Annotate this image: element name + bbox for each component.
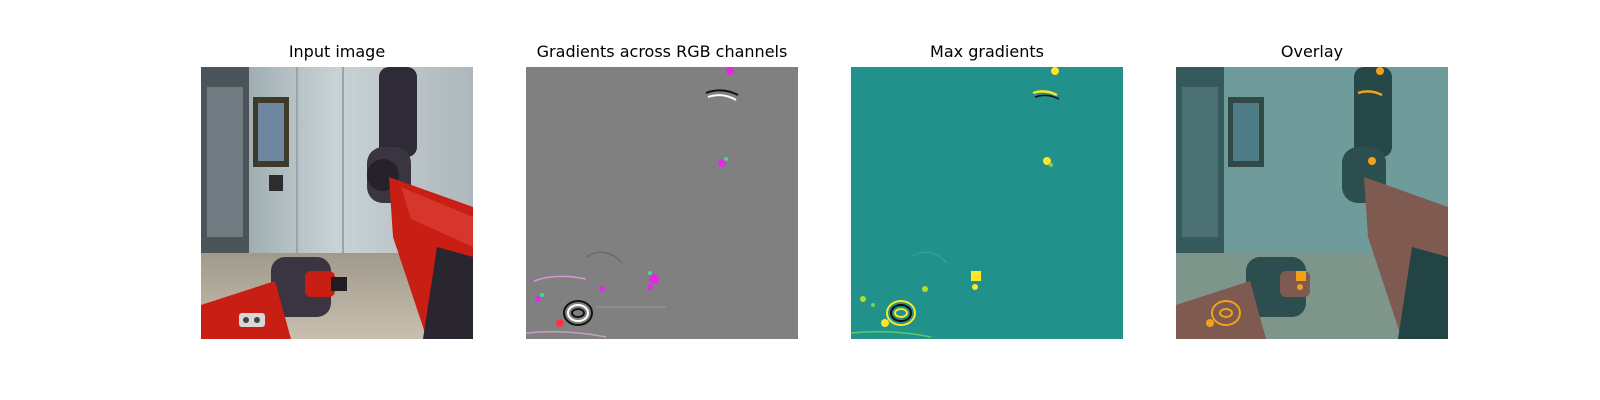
input-image bbox=[201, 67, 473, 339]
overlay-panel: Overlay bbox=[1176, 0, 1448, 400]
max-gradients-panel: Max gradients bbox=[851, 0, 1123, 400]
overlay-image bbox=[1176, 67, 1448, 339]
input-image-panel: Input image bbox=[201, 0, 473, 400]
rgb-gradients-panel: Gradients across RGB channels bbox=[526, 0, 798, 400]
max-gradients-title: Max gradients bbox=[930, 42, 1044, 61]
rgb-gradients-image bbox=[526, 67, 798, 339]
rgb-gradients-title: Gradients across RGB channels bbox=[536, 42, 788, 61]
overlay-title: Overlay bbox=[1280, 42, 1344, 61]
max-gradients-image bbox=[851, 67, 1123, 339]
input-image-title: Input image bbox=[288, 42, 386, 61]
